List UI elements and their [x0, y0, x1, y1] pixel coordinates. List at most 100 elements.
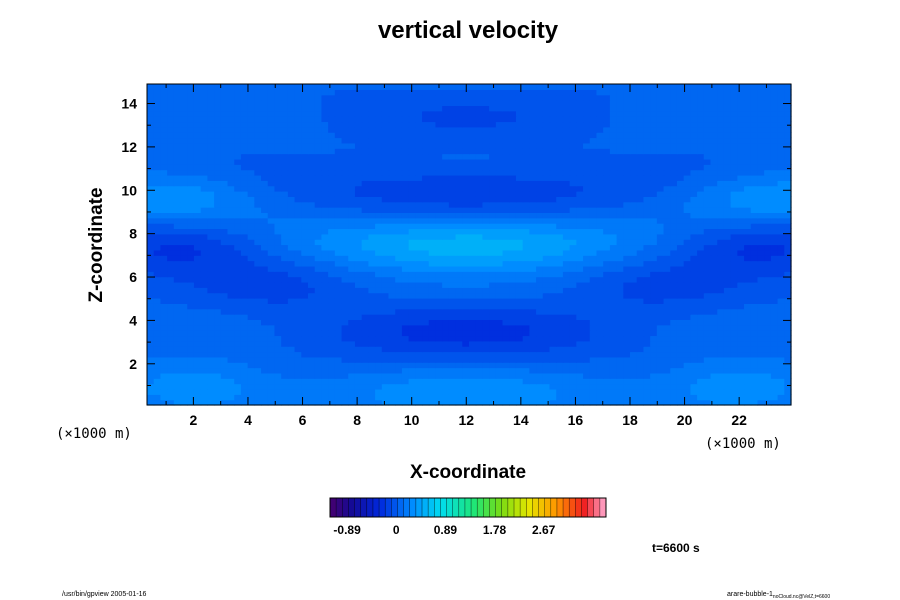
heatmap-cell: [583, 201, 591, 208]
heatmap-cell: [556, 196, 564, 203]
heatmap-cell: [583, 185, 591, 192]
heatmap-cell: [529, 153, 537, 160]
heatmap-cell: [368, 217, 376, 224]
heatmap-cell: [502, 239, 510, 246]
heatmap-cell: [723, 223, 732, 230]
heatmap-cell: [717, 207, 725, 213]
heatmap-cell: [737, 169, 745, 176]
heatmap-cell: [469, 330, 477, 337]
heatmap-cell: [167, 185, 175, 192]
heatmap-cell: [334, 265, 343, 272]
heatmap-cell: [354, 174, 363, 181]
heatmap-cell: [180, 207, 188, 213]
heatmap-cell: [529, 330, 537, 337]
heatmap-cell: [187, 223, 195, 230]
heatmap-cell: [455, 223, 463, 230]
heatmap-cell: [784, 233, 792, 240]
heatmap-cell: [254, 233, 262, 240]
heatmap-cell: [522, 378, 530, 385]
heatmap-cell: [515, 399, 524, 406]
heatmap-cell: [764, 223, 772, 230]
heatmap-cell: [522, 249, 530, 256]
heatmap-cell: [469, 142, 477, 149]
heatmap-cell: [569, 132, 577, 139]
heatmap-cell: [220, 314, 229, 320]
heatmap-cell: [576, 142, 584, 149]
heatmap-cell: [287, 388, 296, 395]
heatmap-cell: [784, 249, 792, 256]
heatmap-cell: [341, 239, 349, 246]
heatmap-cell: [207, 169, 215, 176]
heatmap-cell: [368, 196, 376, 203]
heatmap-cell: [583, 394, 591, 401]
heatmap-cell: [596, 308, 604, 315]
heatmap-cell: [160, 276, 168, 283]
heatmap-cell: [623, 335, 631, 342]
heatmap-cell: [703, 388, 712, 395]
heatmap-cell: [703, 212, 712, 219]
heatmap-cell: [428, 201, 437, 208]
heatmap-cell: [428, 169, 437, 176]
heatmap-cell: [234, 228, 242, 235]
heatmap-cell: [469, 164, 477, 171]
heatmap-cell: [247, 303, 255, 310]
heatmap-cell: [616, 340, 624, 347]
heatmap-cell: [583, 346, 591, 353]
heatmap-cell: [281, 217, 289, 224]
heatmap-cell: [609, 217, 618, 224]
heatmap-cell: [267, 362, 276, 369]
heatmap-cell: [274, 255, 282, 262]
heatmap-cell: [542, 303, 551, 310]
heatmap-cell: [744, 212, 752, 219]
heatmap-cell: [475, 303, 484, 310]
heatmap-cell: [482, 158, 490, 165]
heatmap-cell: [328, 388, 336, 395]
heatmap-cell: [442, 137, 450, 144]
heatmap-cell: [502, 346, 510, 353]
heatmap-cell: [643, 351, 651, 358]
heatmap-cell: [583, 228, 591, 235]
heatmap-cell: [784, 142, 792, 149]
heatmap-cell: [536, 298, 544, 304]
heatmap-cell: [274, 142, 282, 149]
heatmap-cell: [764, 287, 772, 294]
heatmap-cell: [609, 340, 618, 347]
heatmap-cell: [703, 191, 712, 197]
heatmap-cell: [556, 239, 564, 246]
heatmap-cell: [596, 260, 604, 267]
heatmap-cell: [294, 217, 302, 224]
heatmap-cell: [589, 174, 598, 181]
heatmap-cell: [596, 335, 604, 342]
heatmap-cell: [723, 158, 732, 165]
heatmap-cell: [368, 223, 376, 230]
heatmap-cell: [227, 158, 235, 165]
heatmap-cell: [267, 281, 276, 288]
heatmap-cell: [227, 255, 235, 262]
heatmap-cell: [623, 207, 631, 213]
heatmap-cell: [247, 383, 255, 390]
heatmap-cell: [636, 207, 645, 213]
heatmap-cell: [200, 207, 208, 213]
heatmap-cell: [415, 346, 423, 353]
heatmap-cell: [375, 180, 383, 187]
heatmap-cell: [583, 271, 591, 278]
heatmap-cell: [321, 314, 329, 320]
heatmap-cell: [643, 399, 651, 406]
heatmap-cell: [395, 180, 403, 187]
heatmap-cell: [609, 265, 618, 272]
heatmap-cell: [475, 394, 484, 401]
heatmap-cell: [576, 260, 584, 267]
heatmap-cell: [227, 292, 235, 299]
heatmap-cell: [549, 378, 557, 385]
heatmap-cell: [522, 265, 530, 272]
heatmap-cell: [703, 137, 712, 144]
heatmap-cell: [381, 191, 390, 197]
heatmap-cell: [777, 228, 785, 235]
heatmap-cell: [147, 383, 155, 390]
heatmap-cell: [536, 233, 544, 240]
heatmap-cell: [368, 308, 376, 315]
heatmap-cell: [334, 308, 343, 315]
heatmap-cell: [448, 330, 457, 337]
heatmap-cell: [656, 335, 665, 342]
heatmap-cell: [395, 174, 403, 181]
